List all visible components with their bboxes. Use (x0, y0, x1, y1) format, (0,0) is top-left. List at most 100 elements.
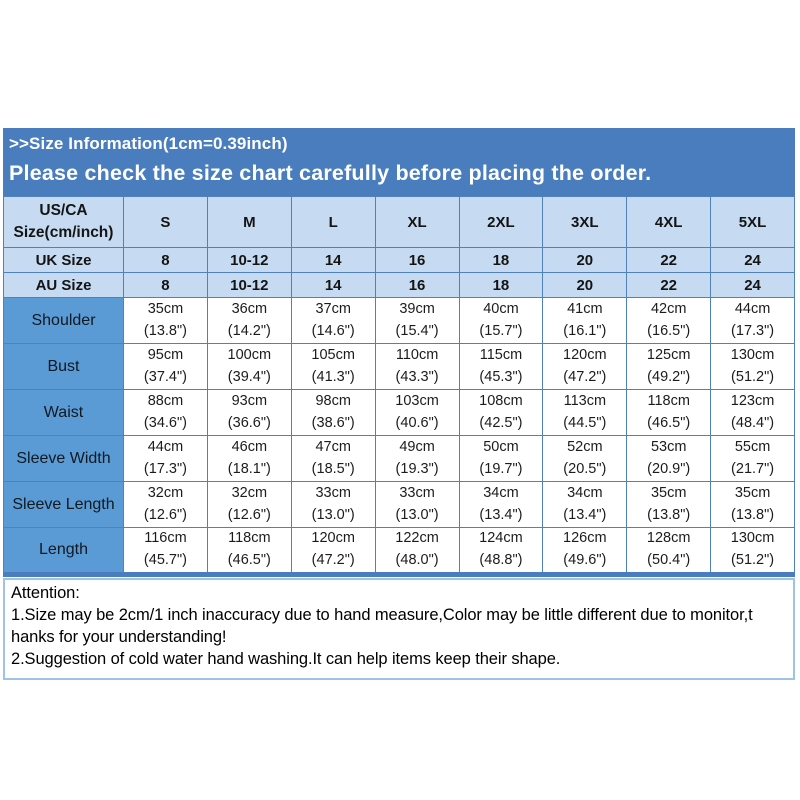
measurement-value-cell: 35cm (13.8") (626, 481, 712, 528)
measurement-value-cell: 46cm (18.1") (206, 435, 292, 482)
table-header-row: US/CA Size(cm/inch) S M L XL 2XL 3XL 4XL 5XL (3, 196, 795, 248)
size-value-cell: 22 (626, 247, 712, 273)
size-value-cell: 14 (290, 247, 376, 273)
attention-heading: Attention: (11, 583, 80, 602)
measurement-value-cell: 33cm (13.0") (374, 481, 460, 528)
size-value-cell: 22 (626, 272, 712, 298)
measurement-value-cell: 113cm (44.5") (542, 389, 628, 436)
size-value-cell: 16 (374, 247, 460, 273)
size-value-cell: 24 (710, 247, 795, 273)
size-value-cell: 8 (123, 247, 208, 273)
measurement-label: Sleeve Width (3, 435, 124, 482)
measurement-value-cell: 93cm (36.6") (206, 389, 292, 436)
size-header-cell: 2XL (458, 196, 544, 248)
measurement-value-cell: 47cm (18.5") (290, 435, 376, 482)
size-header-cell: M (206, 196, 292, 248)
measurement-value-cell: 34cm (13.4") (542, 481, 628, 528)
measurement-value-cell: 35cm (13.8") (710, 481, 795, 528)
size-header-cell: 3XL (542, 196, 628, 248)
measurement-value-cell: 95cm (37.4") (123, 343, 208, 390)
size-row-label: AU Size (3, 272, 124, 298)
measurement-value-cell: 44cm (17.3") (123, 435, 208, 482)
size-header-cell: XL (374, 196, 460, 248)
size-information-title: >>Size Information(1cm=0.39inch) (9, 134, 288, 153)
measurement-value-cell: 110cm (43.3") (374, 343, 460, 390)
measurement-value-cell: 88cm (34.6") (123, 389, 208, 436)
size-header-cell: S (123, 196, 208, 248)
size-chart-content: >>Size Information(1cm=0.39inch) Please … (3, 128, 795, 680)
measurement-value-cell: 40cm (15.7") (458, 297, 544, 344)
size-conversion-row: UK Size 8 10-12 14 16 18 20 22 24 (3, 247, 795, 273)
title-banner: >>Size Information(1cm=0.39inch) Please … (3, 128, 795, 196)
measurement-value-cell: 44cm (17.3") (710, 297, 795, 344)
measurement-value-cell: 120cm (47.2") (542, 343, 628, 390)
measurement-value-cell: 42cm (16.5") (626, 297, 712, 344)
measurement-value-cell: 124cm (48.8") (458, 527, 544, 575)
size-value-cell: 16 (374, 272, 460, 298)
measurement-row: Bust 95cm (37.4") 100cm (39.4") 105cm (41.3… (3, 343, 795, 390)
measurement-value-cell: 122cm (48.0") (374, 527, 460, 575)
measurement-value-cell: 35cm (13.8") (123, 297, 208, 344)
measurement-label: Bust (3, 343, 124, 390)
measurement-value-cell: 108cm (42.5") (458, 389, 544, 436)
attention-lines: 1.Size may be 2cm/1 inch inaccuracy due … (11, 604, 787, 671)
measurement-value-cell: 123cm (48.4") (710, 389, 795, 436)
size-check-notice: Please check the size chart carefully be… (9, 161, 652, 185)
size-conversion-row: AU Size 8 10-12 14 16 18 20 22 24 (3, 272, 795, 298)
measurement-row: Sleeve Length 32cm (12.6") 32cm (12.6") 33c… (3, 481, 795, 528)
size-value-cell: 10-12 (206, 272, 292, 298)
measurement-value-cell: 120cm (47.2") (290, 527, 376, 575)
measurement-value-cell: 103cm (40.6") (374, 389, 460, 436)
measurement-value-cell: 33cm (13.0") (290, 481, 376, 528)
measurement-value-cell: 37cm (14.6") (290, 297, 376, 344)
measurement-value-cell: 130cm (51.2") (710, 343, 795, 390)
measurement-value-cell: 105cm (41.3") (290, 343, 376, 390)
measurement-label: Sleeve Length (3, 481, 124, 528)
size-value-cell: 20 (542, 247, 628, 273)
measurement-row: Waist 88cm (34.6") 93cm (36.6") 98cm (38.6"… (3, 389, 795, 436)
measurement-value-cell: 36cm (14.2") (206, 297, 292, 344)
measurement-value-cell: 39cm (15.4") (374, 297, 460, 344)
measurement-value-cell: 53cm (20.9") (626, 435, 712, 482)
corner-header-cell: US/CA Size(cm/inch) (3, 196, 124, 248)
measurement-value-cell: 130cm (51.2") (710, 527, 795, 575)
measurement-label: Shoulder (3, 297, 124, 344)
attention-line: 2.Suggestion of cold water hand washing.… (11, 650, 561, 669)
attention-line: hanks for your understanding! (11, 628, 227, 647)
size-value-cell: 8 (123, 272, 208, 298)
size-row-label: UK Size (3, 247, 124, 273)
measurement-value-cell: 98cm (38.6") (290, 389, 376, 436)
measurement-value-cell: 34cm (13.4") (458, 481, 544, 528)
measurement-value-cell: 115cm (45.3") (458, 343, 544, 390)
size-header-cell: L (290, 196, 376, 248)
measurement-value-cell: 55cm (21.7") (710, 435, 795, 482)
size-header-cell: 4XL (626, 196, 712, 248)
measurement-value-cell: 49cm (19.3") (374, 435, 460, 482)
measurement-value-cell: 32cm (12.6") (123, 481, 208, 528)
measurement-value-cell: 41cm (16.1") (542, 297, 628, 344)
measurement-row: Shoulder 35cm (13.8") 36cm (14.2") 37cm (14… (3, 297, 795, 344)
size-value-cell: 24 (710, 272, 795, 298)
measurement-value-cell: 100cm (39.4") (206, 343, 292, 390)
attention-line: 1.Size may be 2cm/1 inch inaccuracy due … (11, 605, 753, 624)
measurement-value-cell: 116cm (45.7") (123, 527, 208, 575)
measurement-value-cell: 52cm (20.5") (542, 435, 628, 482)
measurement-value-cell: 128cm (50.4") (626, 527, 712, 575)
size-value-cell: 20 (542, 272, 628, 298)
measurement-value-cell: 50cm (19.7") (458, 435, 544, 482)
measurement-value-cell: 118cm (46.5") (206, 527, 292, 575)
attention-box: Attention: 1.Size may be 2cm/1 inch inac… (3, 577, 795, 680)
size-value-cell: 14 (290, 272, 376, 298)
measurement-label: Length (3, 527, 124, 575)
size-table: US/CA Size(cm/inch) S M L XL 2XL 3XL 4XL 5XL UK S… (3, 196, 795, 577)
size-value-cell: 18 (458, 247, 544, 273)
size-value-cell: 18 (458, 272, 544, 298)
measurement-row: Sleeve Width 44cm (17.3") 46cm (18.1") 47cm… (3, 435, 795, 482)
measurement-label: Waist (3, 389, 124, 436)
measurement-value-cell: 125cm (49.2") (626, 343, 712, 390)
measurement-value-cell: 118cm (46.5") (626, 389, 712, 436)
size-value-cell: 10-12 (206, 247, 292, 273)
measurement-row: Length 116cm (45.7") 118cm (46.5") 120cm (4… (3, 527, 795, 575)
measurement-value-cell: 32cm (12.6") (206, 481, 292, 528)
